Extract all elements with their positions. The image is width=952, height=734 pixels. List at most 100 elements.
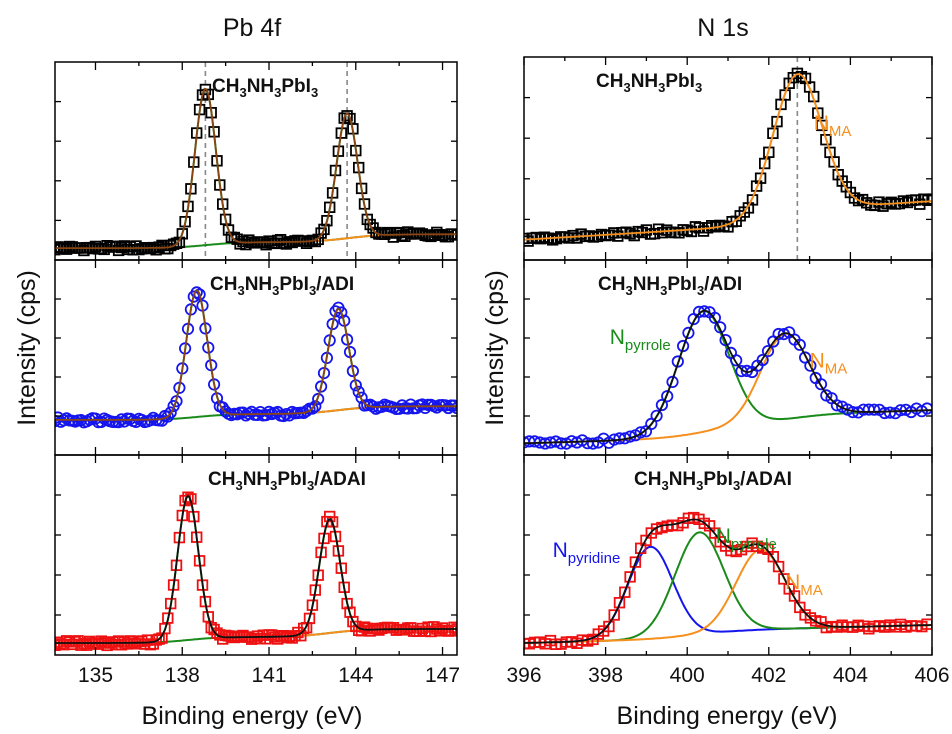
panel-label: CH3NH3PbI3/ADAI (208, 469, 366, 493)
data-point (257, 629, 269, 641)
data-point (926, 193, 932, 205)
data-point (804, 359, 817, 372)
data-point (634, 426, 647, 439)
data-point (402, 226, 414, 238)
data-point (303, 612, 316, 625)
x-tick-label: 400 (670, 664, 705, 687)
data-point (130, 240, 142, 252)
data-point (355, 625, 368, 637)
data-point (263, 235, 275, 247)
x-tick-label: 135 (78, 664, 113, 687)
data-point (793, 338, 806, 351)
data-point (190, 286, 203, 299)
data-point (269, 237, 281, 250)
data-point (121, 638, 134, 650)
data-point (159, 622, 171, 635)
data-point (243, 234, 255, 246)
data-point (772, 560, 785, 573)
data-point (820, 133, 832, 146)
x-tick-label: 144 (338, 664, 373, 687)
data-point (608, 609, 620, 621)
fit-envelope (524, 309, 932, 445)
x-tick-label: 141 (251, 664, 286, 687)
data-point (309, 400, 322, 413)
x-tick-label: 404 (833, 664, 868, 687)
data-point (756, 353, 769, 367)
data-point (754, 172, 767, 184)
panel-traces (524, 57, 932, 260)
data-point (629, 556, 642, 568)
panel-label: CH3NH3PbI3/ADI (598, 274, 742, 298)
data-point (387, 622, 400, 634)
panel-frame (54, 454, 458, 656)
data-point (448, 621, 457, 634)
component-curve-pb-4f7-2 (55, 494, 457, 644)
data-point (393, 226, 405, 239)
data-point (442, 401, 455, 415)
data-point (338, 112, 350, 124)
panel-label: CH3NH3PbI3 (596, 71, 702, 95)
data-point (812, 107, 824, 119)
panel-label: CH3NH3PbI3/ADAI (634, 469, 792, 493)
data-point (202, 611, 215, 623)
data-point (306, 402, 319, 415)
data-point (60, 635, 73, 647)
data-point (867, 403, 881, 416)
fit-envelope (55, 494, 457, 644)
panel-traces (524, 305, 932, 450)
data-point (306, 234, 319, 247)
data-point (624, 571, 636, 583)
data-point (603, 620, 615, 633)
data-point (698, 305, 711, 318)
panel-1: CH3NH3PbI3 NMA (523, 56, 933, 261)
peak-annotation: NMA (810, 349, 848, 377)
data-point (730, 354, 743, 367)
data-point (222, 630, 235, 642)
data-point (613, 597, 626, 609)
figure-right: N 1s Intensity (cps) Binding energy (eV)… (481, 14, 950, 730)
data-point (816, 119, 828, 132)
data-point (153, 633, 165, 645)
peak-annotation: NMA (814, 112, 852, 140)
panel-traces (55, 286, 457, 429)
data-point (254, 632, 267, 645)
panel-2: CH3NH3PbI3/ADI (54, 259, 458, 456)
data-point (814, 378, 828, 391)
data-point (708, 311, 722, 324)
panel-label: CH3NH3PbI3/ADI (210, 274, 354, 298)
data-point (300, 237, 313, 250)
data-point (436, 229, 449, 242)
figure-left: Pb 4f Intensity (cps) Binding energy (eV… (13, 14, 460, 730)
data-point (586, 437, 600, 450)
plot-area-n1s: CH3NH3PbI3NMACH3NH3PbI3/ADINpyrroleNMACH… (506, 56, 950, 687)
data-point (121, 243, 134, 256)
data-point (746, 194, 759, 206)
data-point (370, 226, 382, 239)
panel-1: CH3NH3PbI3 (54, 61, 458, 261)
data-point (89, 412, 102, 425)
data-point (280, 238, 293, 250)
data-point (283, 409, 296, 422)
data-point (219, 213, 232, 226)
x-tick-label: 147 (425, 664, 460, 687)
data-point (364, 625, 376, 637)
data-point (55, 414, 62, 428)
data-point (714, 321, 727, 334)
y-axis-label-left: Intensity (cps) (13, 270, 41, 426)
data-point (236, 406, 250, 419)
x-tick-label: 138 (165, 664, 200, 687)
data-point (164, 406, 177, 419)
component-curve-pb-4f7-2 (55, 289, 457, 421)
data-point (655, 398, 669, 412)
data-point (445, 625, 457, 637)
data-point (254, 405, 267, 419)
data-point (404, 622, 417, 634)
chart-title-n1s: N 1s (697, 14, 748, 42)
x-tick-label: 398 (588, 664, 623, 687)
data-point (127, 244, 139, 256)
data-point (719, 333, 732, 347)
data-point (650, 409, 663, 422)
x-axis-label-right: Binding energy (eV) (617, 702, 838, 730)
data-point (222, 224, 235, 236)
